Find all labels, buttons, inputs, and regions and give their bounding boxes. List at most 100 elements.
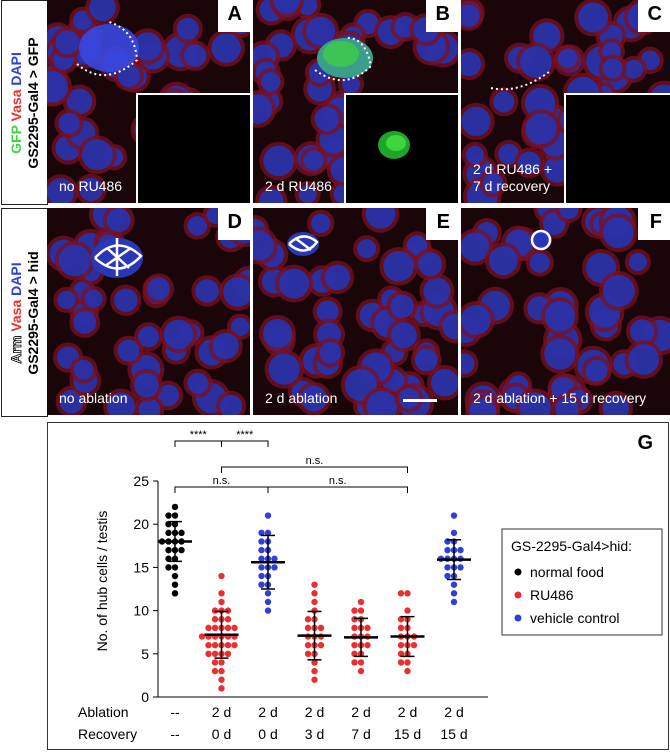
hub-cluster-d <box>91 238 143 278</box>
recovery-label: 0 d <box>258 726 277 742</box>
data-point <box>397 616 405 623</box>
row2-label: Arm Vasa DAPI GS2295-Gal4 > hid <box>7 250 42 375</box>
data-point <box>311 581 318 588</box>
significance-bracket <box>221 466 408 473</box>
data-point <box>165 512 172 519</box>
panel-b-caption: 2 d RU486 <box>265 178 332 194</box>
data-point <box>450 598 458 606</box>
data-point <box>351 616 358 623</box>
panel-e-caption: 2 d ablation <box>265 390 338 406</box>
ablation-row-label: Ablation <box>78 704 129 720</box>
data-point <box>258 538 265 545</box>
panel-g-letter: G <box>637 432 653 454</box>
data-point <box>450 512 458 519</box>
data-point <box>178 546 185 554</box>
significance-label: **** <box>190 429 208 441</box>
data-point <box>171 581 179 588</box>
data-point <box>351 650 358 657</box>
data-point <box>211 650 219 657</box>
data-point <box>311 598 318 606</box>
data-point <box>171 564 179 571</box>
data-point <box>211 667 219 675</box>
data-point <box>258 546 265 554</box>
data-point <box>357 659 365 666</box>
data-point <box>351 659 358 666</box>
data-point <box>211 659 219 666</box>
data-point <box>304 616 312 623</box>
data-point <box>357 598 365 606</box>
data-point <box>304 624 312 632</box>
data-point <box>311 676 318 683</box>
data-point <box>457 564 464 571</box>
ablation-label: 2 d <box>258 704 277 720</box>
y-tick-label: 0 <box>141 689 149 705</box>
data-point <box>218 667 225 675</box>
data-point <box>211 616 219 623</box>
hub-cluster-f <box>530 229 552 251</box>
panel-c-inset <box>564 93 670 203</box>
data-point <box>357 667 365 675</box>
data-point <box>317 624 325 632</box>
data-point <box>450 581 458 588</box>
legend-marker-vehicle-control <box>514 614 522 622</box>
panel-a-letter: A <box>227 3 242 25</box>
data-point <box>450 529 458 537</box>
panel-e: E 2 d ablation <box>253 208 458 415</box>
data-point <box>304 641 312 649</box>
data-point <box>311 659 318 666</box>
panel-b: B 2 d RU486 <box>253 0 458 203</box>
data-point <box>165 521 172 528</box>
data-point <box>205 641 212 649</box>
panel-f: F 2 d ablation + 15 d recovery <box>461 208 670 415</box>
panel-f-caption: 2 d ablation + 15 d recovery <box>473 390 647 406</box>
row2-stain-line: Arm Vasa DAPI <box>7 251 25 374</box>
ablation-label: 2 d <box>444 704 463 720</box>
vasa-label: Vasa <box>7 89 24 121</box>
significance-label: n.s. <box>213 475 231 487</box>
data-point <box>198 633 206 640</box>
data-point <box>224 607 232 614</box>
data-point <box>205 624 212 632</box>
data-point <box>211 624 219 632</box>
panel-e-image <box>253 208 458 415</box>
data-point <box>264 512 272 519</box>
data-point <box>311 667 318 675</box>
data-point <box>258 555 265 562</box>
recovery-label: 15 d <box>394 726 421 742</box>
data-point <box>364 641 371 649</box>
data-point <box>224 616 232 623</box>
row2-label-box: Arm Vasa DAPI GS2295-Gal4 > hid <box>1 208 48 417</box>
panel-f-letter: F <box>649 211 662 233</box>
data-point <box>264 529 272 537</box>
data-point <box>410 641 418 649</box>
recovery-label: 15 d <box>440 726 467 742</box>
legend-marker-ru486 <box>514 591 522 599</box>
data-point <box>211 607 219 614</box>
data-point <box>404 667 411 675</box>
data-point <box>165 546 172 554</box>
data-point <box>397 624 405 632</box>
y-tick-label: 5 <box>141 646 149 662</box>
y-tick-label: 20 <box>133 516 149 532</box>
ablation-label: 2 d <box>351 704 370 720</box>
data-point <box>450 590 458 597</box>
significance-label: n.s. <box>329 475 347 487</box>
significance-brackets: **** **** n.s. n.s. n.s. <box>174 429 408 493</box>
data-point <box>165 555 172 562</box>
data-point <box>218 685 225 692</box>
row2-genotype: GS2295-Gal4 > hid <box>24 250 41 375</box>
data-point <box>264 607 272 614</box>
ablation-label: 2 d <box>212 704 231 720</box>
data-point <box>218 572 225 580</box>
legend-marker-normal-food <box>514 568 522 576</box>
data-point <box>224 650 232 657</box>
legend-item-normal-food: normal food <box>530 564 604 580</box>
data-point <box>171 572 179 580</box>
data-point <box>224 641 232 649</box>
y-tick-label: 25 <box>133 473 149 489</box>
row1-genotype: GS2295-Gal4 > GFP <box>24 36 41 169</box>
scale-bar <box>403 399 437 402</box>
dapi-label: DAPI <box>7 51 24 86</box>
hub-cluster-e <box>287 232 319 256</box>
recovery-label: 0 d <box>212 726 231 742</box>
